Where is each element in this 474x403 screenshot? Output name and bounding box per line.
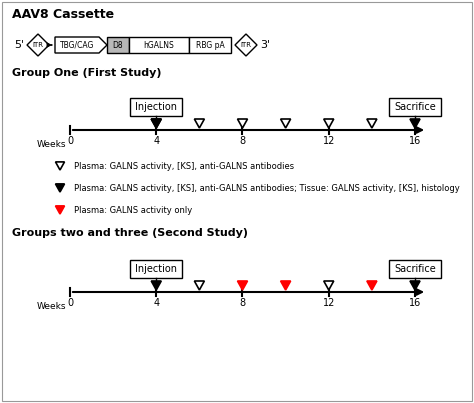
Text: hGALNS: hGALNS [144, 40, 174, 50]
Polygon shape [194, 281, 204, 290]
Text: ITR: ITR [240, 42, 252, 48]
Text: 4: 4 [153, 136, 159, 146]
Polygon shape [324, 119, 334, 128]
FancyBboxPatch shape [129, 37, 189, 53]
Text: Plasma: GALNS activity, [KS], anti-GALNS antibodies: Plasma: GALNS activity, [KS], anti-GALNS… [74, 162, 294, 171]
FancyBboxPatch shape [389, 98, 441, 116]
Polygon shape [27, 34, 49, 56]
Text: Plasma: GALNS activity only: Plasma: GALNS activity only [74, 206, 192, 215]
Text: 5': 5' [14, 40, 24, 50]
Text: AAV8 Cassette: AAV8 Cassette [12, 8, 114, 21]
FancyBboxPatch shape [130, 260, 182, 278]
Text: 4: 4 [153, 298, 159, 308]
FancyBboxPatch shape [189, 37, 231, 53]
Polygon shape [151, 281, 161, 290]
Polygon shape [367, 119, 377, 128]
Polygon shape [324, 281, 334, 290]
Text: 3': 3' [260, 40, 270, 50]
Text: Groups two and three (Second Study): Groups two and three (Second Study) [12, 228, 248, 238]
Text: 12: 12 [323, 136, 335, 146]
Text: D8: D8 [113, 40, 123, 50]
Text: 16: 16 [409, 136, 421, 146]
Polygon shape [151, 119, 161, 128]
Text: Sacrifice: Sacrifice [394, 102, 436, 112]
FancyBboxPatch shape [389, 260, 441, 278]
Polygon shape [235, 34, 257, 56]
Text: 0: 0 [67, 136, 73, 146]
Polygon shape [55, 184, 64, 192]
Polygon shape [194, 119, 204, 128]
Text: Weeks: Weeks [36, 140, 66, 149]
Polygon shape [55, 206, 64, 214]
FancyBboxPatch shape [130, 98, 182, 116]
Text: 0: 0 [67, 298, 73, 308]
Text: Weeks: Weeks [36, 302, 66, 311]
Text: 8: 8 [239, 298, 246, 308]
Text: 16: 16 [409, 298, 421, 308]
Polygon shape [410, 281, 420, 290]
Text: Injection: Injection [135, 102, 177, 112]
Text: RBG pA: RBG pA [196, 40, 224, 50]
Polygon shape [281, 281, 291, 290]
Text: ITR: ITR [33, 42, 44, 48]
Text: Injection: Injection [135, 264, 177, 274]
Text: 8: 8 [239, 136, 246, 146]
Polygon shape [55, 162, 64, 170]
Polygon shape [151, 119, 161, 128]
Text: Plasma: GALNS activity, [KS], anti-GALNS antibodies; Tissue: GALNS activity, [KS: Plasma: GALNS activity, [KS], anti-GALNS… [74, 184, 460, 193]
Text: TBG/CAG: TBG/CAG [60, 40, 94, 50]
Polygon shape [237, 119, 247, 128]
Polygon shape [410, 119, 420, 128]
Polygon shape [367, 281, 377, 290]
Polygon shape [281, 119, 291, 128]
Text: Group One (First Study): Group One (First Study) [12, 68, 162, 78]
FancyBboxPatch shape [107, 37, 129, 53]
Text: Sacrifice: Sacrifice [394, 264, 436, 274]
Polygon shape [237, 281, 247, 290]
Polygon shape [55, 37, 107, 53]
Text: 12: 12 [323, 298, 335, 308]
